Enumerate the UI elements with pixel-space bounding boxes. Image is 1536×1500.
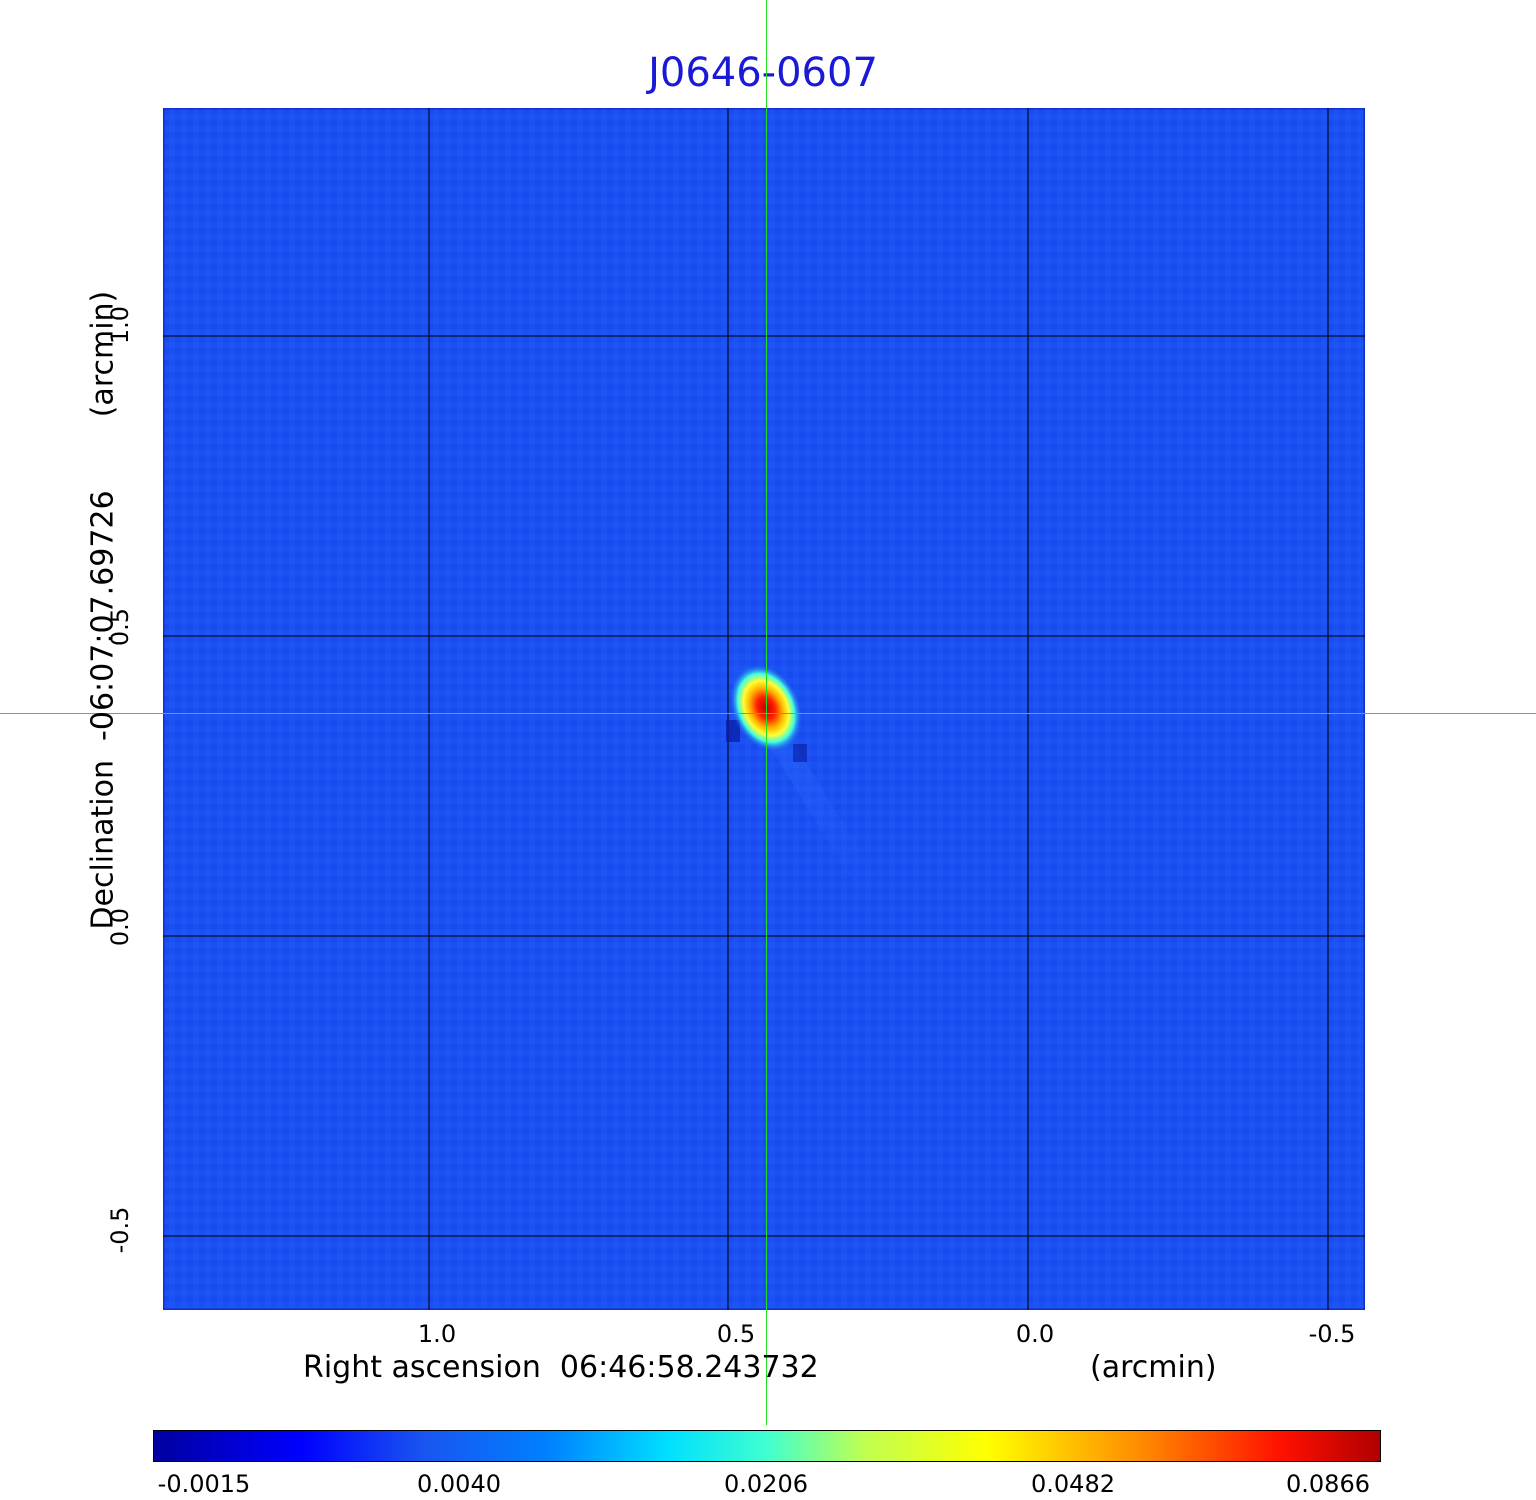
x-tick-label: 1.0 [417,1320,457,1348]
y-tick-label: -0.5 [106,1206,134,1254]
y-axis-unit: (arcmin) [85,290,121,418]
image-title: J0646-0607 [648,50,878,96]
x-axis-label: Right ascension 06:46:58.243732 [303,1350,819,1385]
x-tick-label: 0.5 [716,1320,756,1348]
negative-lobe [726,720,740,742]
colorbar-tick-label: 0.0482 [1031,1470,1115,1498]
colorbar-tick-label: -0.0015 [157,1470,251,1498]
intensity-map [163,108,1365,1310]
colorbar-tick-label: 0.0040 [417,1470,501,1498]
y-axis-label: Declination -06:07:07.69726 [85,490,121,930]
crosshair-vertical [766,0,767,1425]
x-axis-unit: (arcmin) [1090,1350,1217,1385]
crosshair-horizontal [0,713,1536,714]
x-tick-label: 0.0 [1015,1320,1055,1348]
radio-image-panel[interactable] [163,108,1365,1310]
colorbar-tick-label: 0.0206 [724,1470,808,1498]
x-tick-label: -0.5 [1308,1320,1356,1348]
negative-lobe [793,744,807,762]
colorbar-tick-label: 0.0866 [1286,1470,1370,1498]
colorbar [153,1430,1381,1462]
coordinate-grid [163,108,1365,1310]
